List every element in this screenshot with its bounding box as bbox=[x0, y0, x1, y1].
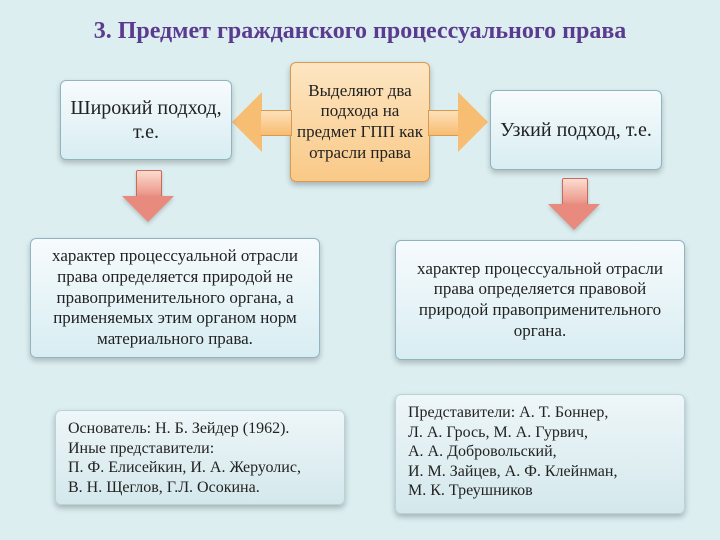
narrow-approach-representatives: Представители: А. Т. Боннер, Л. А. Грось… bbox=[395, 394, 685, 514]
broad-approach-box: Широкий подход, т.е. bbox=[60, 80, 232, 160]
arrow-center-to-right-icon bbox=[428, 92, 488, 152]
narrow-approach-box: Узкий подход, т.е. bbox=[490, 90, 662, 170]
arrow-narrow-down-icon bbox=[548, 178, 600, 232]
center-source-box: Выделяют два подхода на предмет ГПП как … bbox=[290, 62, 430, 182]
broad-approach-representatives: Основатель: Н. Б. Зейдер (1962). Иные пр… bbox=[55, 410, 345, 505]
broad-approach-description: характер процессуальной отрасли права оп… bbox=[30, 238, 320, 358]
slide-title: 3. Предмет гражданского процессуального … bbox=[0, 18, 720, 45]
narrow-approach-description: характер процессуальной отрасли права оп… bbox=[395, 240, 685, 360]
arrow-broad-down-icon bbox=[122, 170, 174, 224]
arrow-center-to-left-icon bbox=[232, 92, 292, 152]
